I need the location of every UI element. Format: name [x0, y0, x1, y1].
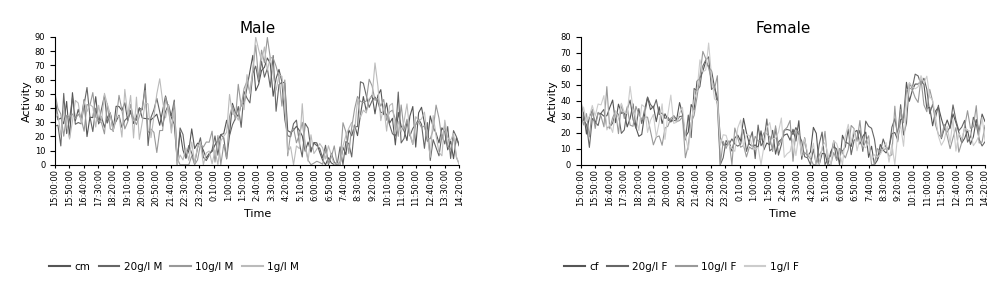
Legend: cf, 20g/l F, 10g/l F, 1g/l F: cf, 20g/l F, 10g/l F, 1g/l F [560, 258, 803, 276]
20g/l M [253, 80, 265, 84]
cm [90, 95, 102, 98]
10g/l M [261, 36, 273, 39]
Line: cm: cm [55, 55, 459, 165]
Line: 20g/l F: 20g/l F [581, 57, 985, 165]
1g/l F [647, 113, 659, 116]
20g/l M [49, 124, 61, 128]
10g/l F [598, 125, 610, 129]
Legend: cm, 20g/l M, 10g/l M, 1g/l M: cm, 20g/l M, 10g/l M, 1g/l M [45, 258, 303, 276]
Title: Male: Male [239, 21, 275, 36]
cf [813, 163, 825, 166]
20g/l F [615, 132, 627, 135]
10g/l M [64, 115, 76, 118]
10g/l F [615, 102, 627, 106]
1g/l F [615, 102, 627, 105]
10g/l F [647, 143, 659, 147]
20g/l M [64, 118, 76, 121]
20g/l F [647, 106, 659, 110]
cf [589, 122, 601, 126]
1g/l M [221, 131, 233, 134]
20g/l M [90, 107, 102, 110]
20g/l F [714, 163, 726, 166]
1g/l F [575, 123, 587, 127]
20g/l F [749, 157, 761, 160]
10g/l F [979, 124, 991, 127]
10g/l F [781, 126, 793, 129]
1g/l F [979, 139, 991, 142]
20g/l F [575, 96, 587, 99]
cm [72, 108, 84, 111]
cm [49, 94, 61, 97]
1g/l M [90, 125, 102, 129]
cf [647, 104, 659, 108]
cm [122, 119, 134, 122]
1g/l M [453, 163, 465, 166]
10g/l M [49, 92, 61, 95]
1g/l M [250, 35, 262, 39]
1g/l F [598, 94, 610, 97]
10g/l F [749, 135, 761, 138]
1g/l M [122, 114, 134, 117]
20g/l F [589, 120, 601, 124]
20g/l F [979, 140, 991, 143]
20g/l M [221, 157, 233, 161]
cf [746, 145, 758, 148]
Line: 10g/l F: 10g/l F [581, 51, 985, 165]
1g/l F [589, 114, 601, 118]
10g/l M [221, 157, 233, 160]
cf [778, 133, 790, 137]
1g/l F [781, 152, 793, 155]
Title: Female: Female [755, 21, 811, 36]
10g/l F [589, 127, 601, 130]
20g/l F [598, 108, 610, 111]
Line: 10g/l M: 10g/l M [55, 37, 459, 165]
10g/l M [122, 120, 134, 124]
X-axis label: Time: Time [769, 209, 796, 219]
Y-axis label: Activity: Activity [22, 80, 32, 122]
20g/l M [122, 116, 134, 119]
10g/l M [453, 163, 465, 166]
cf [615, 112, 627, 115]
20g/l F [703, 55, 715, 59]
Line: 1g/l M: 1g/l M [55, 37, 459, 165]
cm [253, 83, 265, 86]
cm [247, 54, 259, 57]
20g/l M [171, 163, 183, 166]
20g/l M [72, 121, 84, 124]
20g/l F [781, 128, 793, 131]
1g/l F [703, 41, 715, 45]
20g/l M [453, 144, 465, 147]
10g/l M [253, 78, 265, 82]
10g/l F [575, 112, 587, 115]
X-axis label: Time: Time [244, 209, 271, 219]
cm [218, 132, 230, 135]
cf [575, 105, 587, 108]
Y-axis label: Activity: Activity [548, 80, 558, 122]
1g/l M [64, 137, 76, 141]
cm [453, 145, 465, 148]
10g/l M [174, 163, 186, 166]
Line: 20g/l M: 20g/l M [55, 55, 459, 165]
cm [64, 136, 76, 139]
cf [598, 114, 610, 118]
1g/l F [755, 163, 767, 166]
10g/l M [90, 115, 102, 119]
1g/l M [171, 163, 183, 166]
10g/l F [714, 163, 726, 166]
cm [320, 163, 332, 166]
20g/l M [267, 54, 279, 57]
1g/l M [72, 101, 84, 105]
1g/l F [746, 145, 758, 149]
cf [700, 60, 712, 63]
Line: 1g/l F: 1g/l F [581, 43, 985, 165]
10g/l F [697, 50, 709, 53]
1g/l M [256, 59, 268, 62]
10g/l M [72, 112, 84, 116]
cf [979, 120, 991, 123]
Line: cf: cf [581, 62, 985, 165]
1g/l M [49, 117, 61, 120]
